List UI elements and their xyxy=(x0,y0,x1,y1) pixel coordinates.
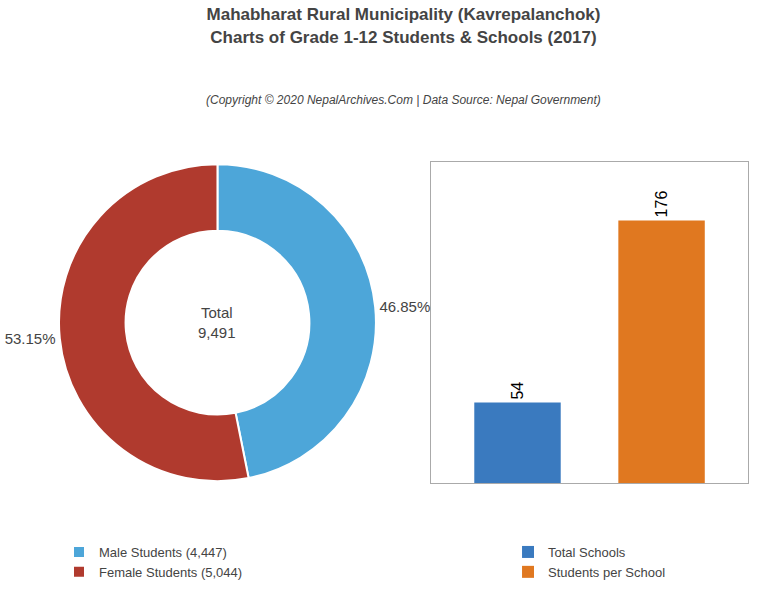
svg-text:Female Students (5,044): Female Students (5,044) xyxy=(99,565,242,580)
svg-text:53.15%: 53.15% xyxy=(5,330,56,347)
svg-text:Total Schools: Total Schools xyxy=(548,545,626,560)
svg-text:Total9,491: Total9,491 xyxy=(198,304,236,341)
svg-text:Male Students (4,447): Male Students (4,447) xyxy=(99,545,227,560)
svg-text:Mahabharat Rural Municipality: Mahabharat Rural Municipality (Kavrepala… xyxy=(207,5,601,46)
svg-text:54: 54 xyxy=(509,382,526,400)
svg-text:46.85%: 46.85% xyxy=(379,298,430,315)
svg-text:176: 176 xyxy=(653,191,670,218)
svg-text:(Copyright © 2020 NepalArchive: (Copyright © 2020 NepalArchives.Com | Da… xyxy=(206,93,601,107)
svg-text:Students per School: Students per School xyxy=(548,565,665,580)
